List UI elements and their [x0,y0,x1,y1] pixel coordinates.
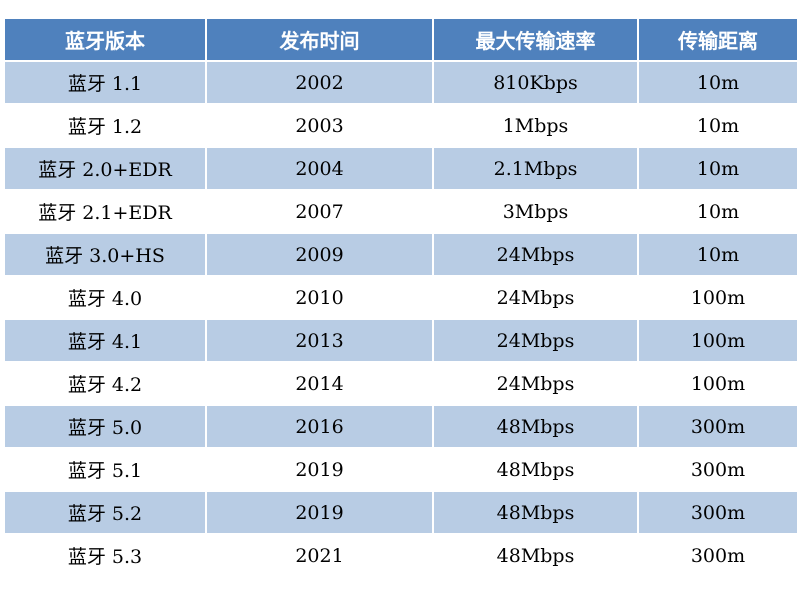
table-row: 蓝牙 4.1 2013 24Mbps 100m [3,318,799,363]
cell-version: 蓝牙 4.1 [3,318,207,363]
bluetooth-versions-table-container: 蓝牙版本 发布时间 最大传输速率 传输距离 蓝牙 1.1 2002 810Kbp… [3,17,799,578]
cell-range: 300m [637,533,799,578]
cell-max-rate: 810Kbps [432,60,639,105]
table-row: 蓝牙 1.1 2002 810Kbps 10m [3,60,799,105]
table-body: 蓝牙 1.1 2002 810Kbps 10m 蓝牙 1.2 2003 1Mbp… [3,60,799,578]
table-row: 蓝牙 5.3 2021 48Mbps 300m [3,533,799,578]
cell-max-rate: 48Mbps [432,490,639,535]
cell-max-rate: 48Mbps [432,404,639,449]
cell-max-rate: 24Mbps [432,361,639,406]
cell-range: 300m [637,447,799,492]
cell-version: 蓝牙 5.1 [3,447,207,492]
table-row: 蓝牙 4.0 2010 24Mbps 100m [3,275,799,320]
cell-release-date: 2021 [205,533,434,578]
cell-max-rate: 24Mbps [432,318,639,363]
cell-range: 100m [637,275,799,320]
cell-range: 10m [637,146,799,191]
cell-version: 蓝牙 2.0+EDR [3,146,207,191]
table-row: 蓝牙 5.2 2019 48Mbps 300m [3,490,799,535]
cell-max-rate: 3Mbps [432,189,639,234]
cell-max-rate: 48Mbps [432,533,639,578]
header-range: 传输距离 [637,17,799,62]
cell-range: 10m [637,189,799,234]
bluetooth-versions-table: 蓝牙版本 发布时间 最大传输速率 传输距离 蓝牙 1.1 2002 810Kbp… [3,17,799,578]
cell-version: 蓝牙 5.2 [3,490,207,535]
cell-release-date: 2019 [205,490,434,535]
cell-max-rate: 24Mbps [432,232,639,277]
cell-max-rate: 48Mbps [432,447,639,492]
table-row: 蓝牙 3.0+HS 2009 24Mbps 10m [3,232,799,277]
table-header: 蓝牙版本 发布时间 最大传输速率 传输距离 [3,17,799,62]
cell-release-date: 2004 [205,146,434,191]
cell-release-date: 2009 [205,232,434,277]
cell-version: 蓝牙 5.0 [3,404,207,449]
cell-range: 300m [637,490,799,535]
cell-release-date: 2019 [205,447,434,492]
table-row: 蓝牙 5.0 2016 48Mbps 300m [3,404,799,449]
table-row: 蓝牙 2.1+EDR 2007 3Mbps 10m [3,189,799,234]
cell-version: 蓝牙 4.0 [3,275,207,320]
cell-range: 10m [637,60,799,105]
header-release-date: 发布时间 [205,17,434,62]
cell-version: 蓝牙 3.0+HS [3,232,207,277]
cell-max-rate: 2.1Mbps [432,146,639,191]
cell-version: 蓝牙 4.2 [3,361,207,406]
header-version: 蓝牙版本 [3,17,207,62]
header-row: 蓝牙版本 发布时间 最大传输速率 传输距离 [3,17,799,62]
cell-range: 100m [637,361,799,406]
cell-release-date: 2010 [205,275,434,320]
cell-range: 10m [637,103,799,148]
cell-range: 300m [637,404,799,449]
table-row: 蓝牙 2.0+EDR 2004 2.1Mbps 10m [3,146,799,191]
cell-release-date: 2013 [205,318,434,363]
cell-release-date: 2014 [205,361,434,406]
cell-release-date: 2002 [205,60,434,105]
cell-range: 10m [637,232,799,277]
cell-max-rate: 1Mbps [432,103,639,148]
cell-max-rate: 24Mbps [432,275,639,320]
table-row: 蓝牙 4.2 2014 24Mbps 100m [3,361,799,406]
table-row: 蓝牙 1.2 2003 1Mbps 10m [3,103,799,148]
header-max-rate: 最大传输速率 [432,17,639,62]
cell-version: 蓝牙 1.1 [3,60,207,105]
cell-release-date: 2007 [205,189,434,234]
cell-version: 蓝牙 2.1+EDR [3,189,207,234]
table-row: 蓝牙 5.1 2019 48Mbps 300m [3,447,799,492]
cell-version: 蓝牙 5.3 [3,533,207,578]
cell-release-date: 2003 [205,103,434,148]
cell-version: 蓝牙 1.2 [3,103,207,148]
cell-release-date: 2016 [205,404,434,449]
cell-range: 100m [637,318,799,363]
